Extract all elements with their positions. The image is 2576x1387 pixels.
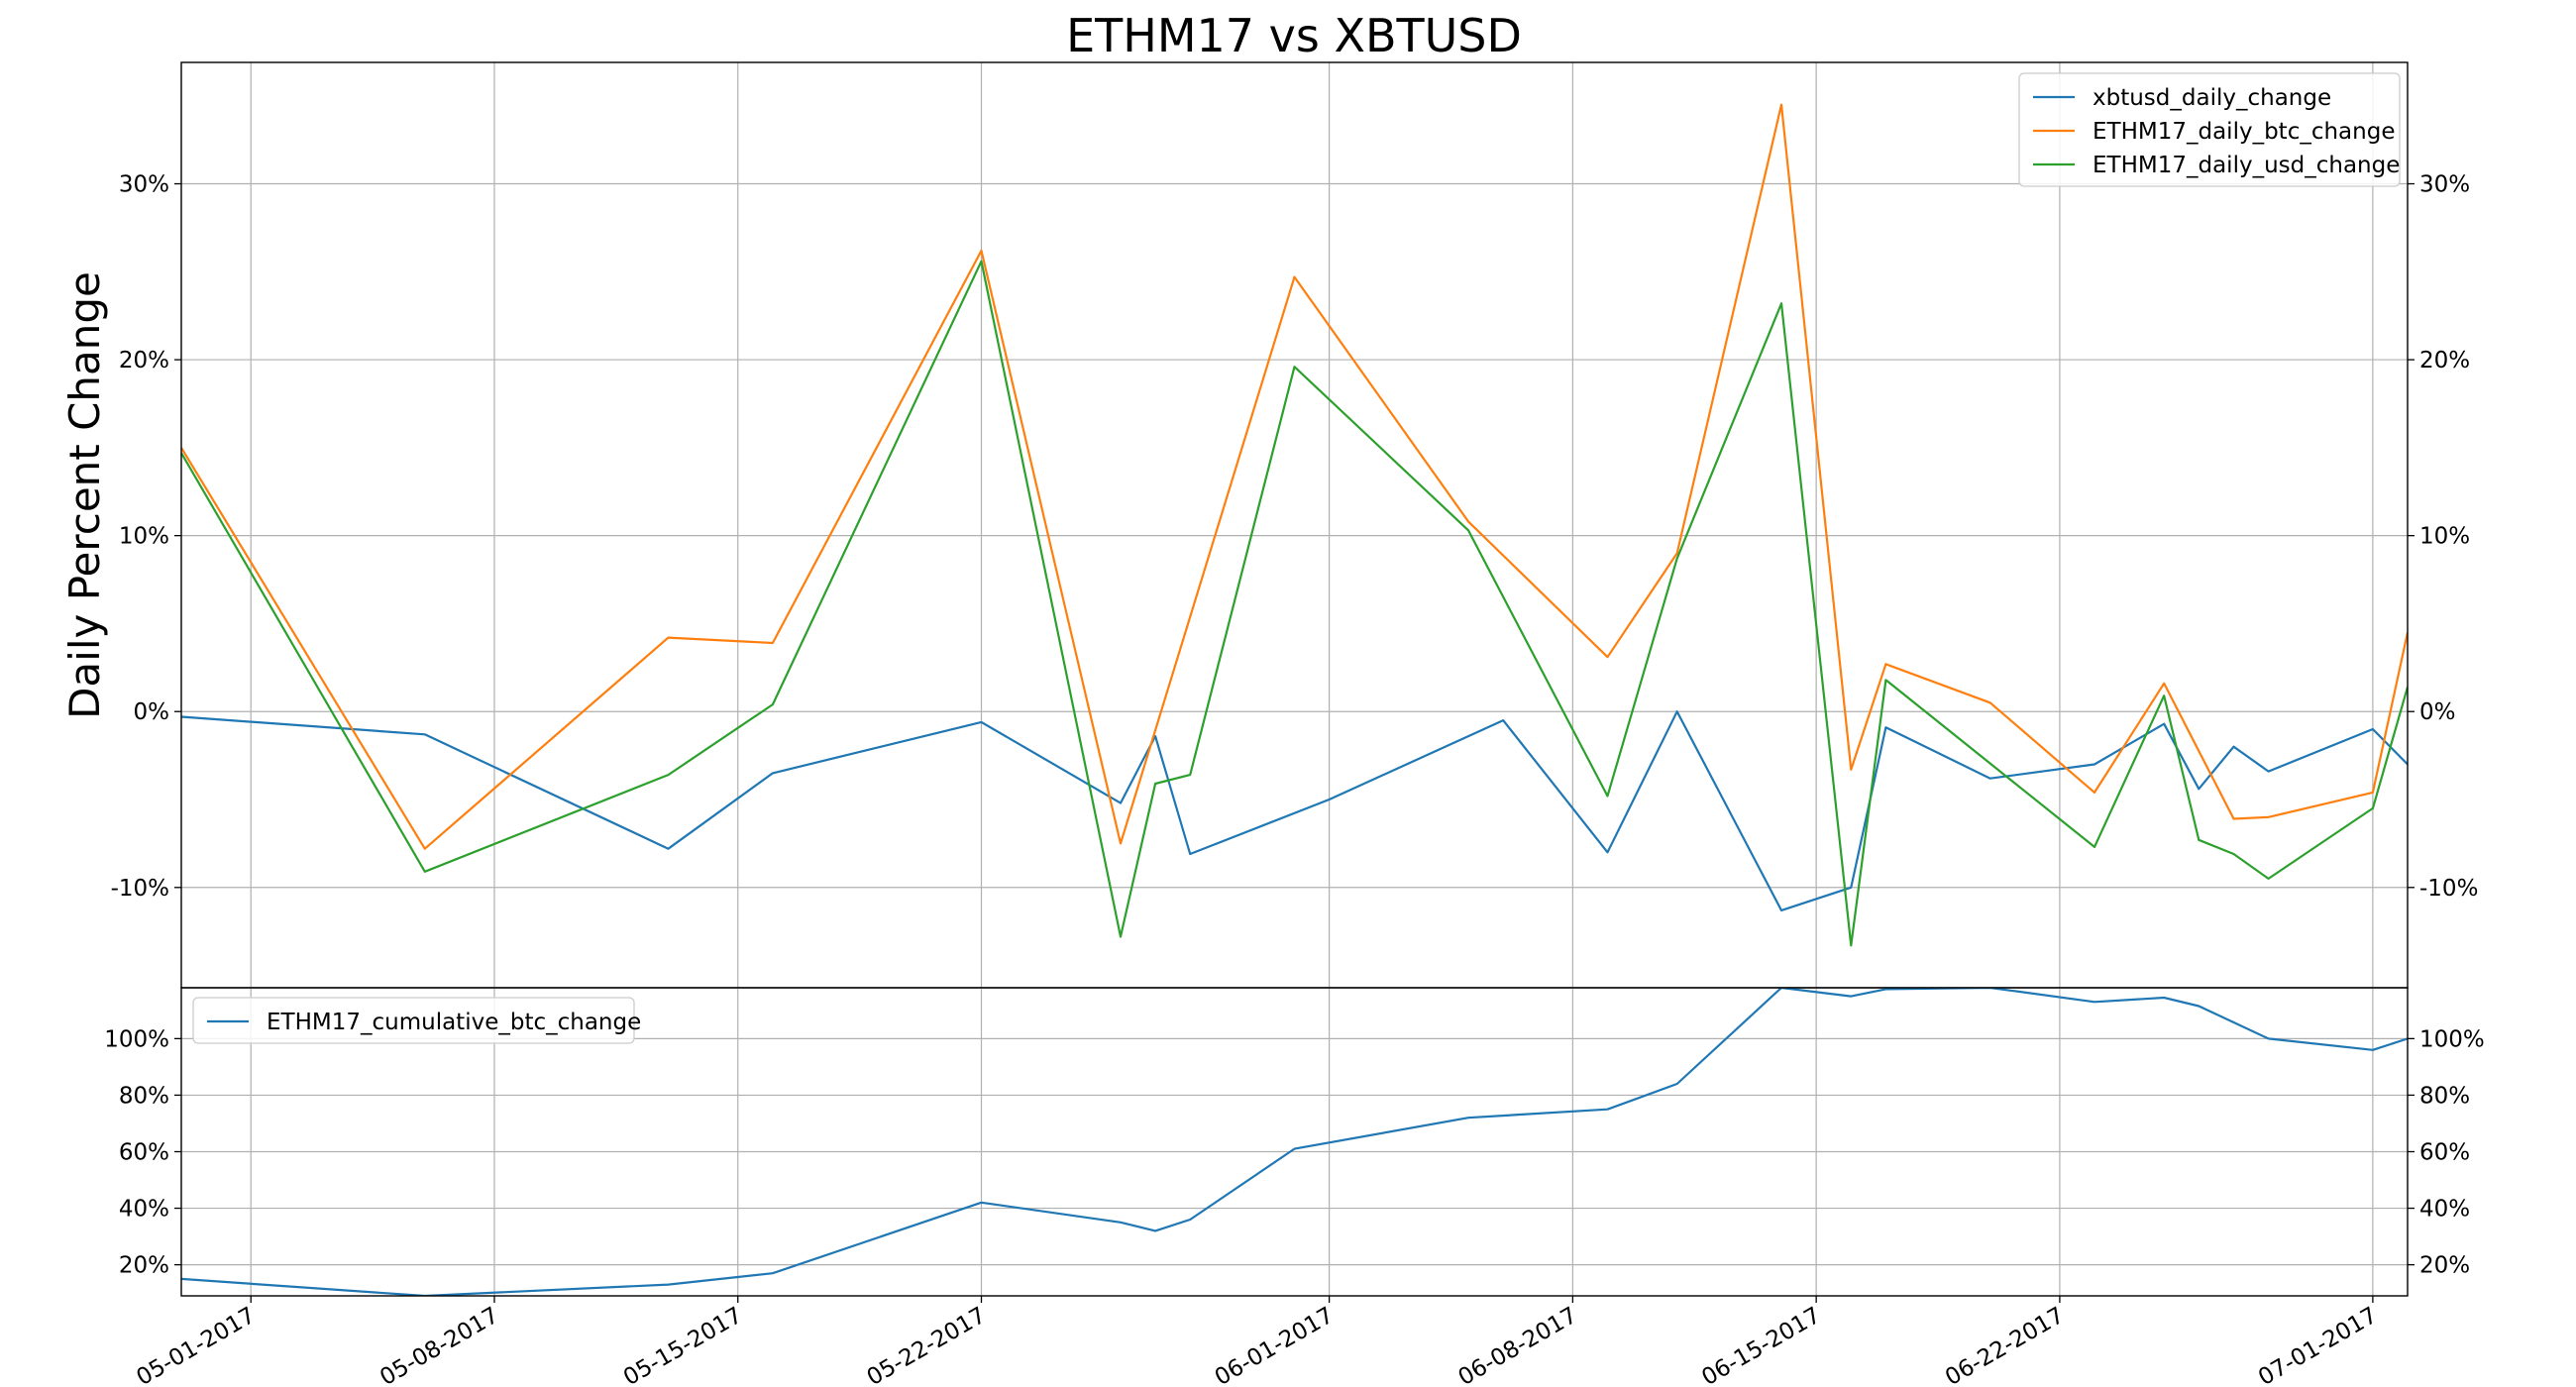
cumulative-change-panel: 20% 20% 40% 40% 60% 60% 80% 80% 100% 100% ETHM17_c…: [104, 987, 2485, 1297]
cumulative-y-tick-label-right: 100%: [2419, 1026, 2485, 1052]
cumulative-y-tick-label-left: 60%: [119, 1139, 169, 1165]
x-tick-label: 05-01-2017: [132, 1303, 260, 1387]
legend-daily-box: [2018, 72, 2401, 187]
x-tick-label: 06-01-2017: [1211, 1303, 1339, 1387]
x-tick-label: 05-08-2017: [376, 1303, 503, 1387]
legend-label-xbtusd_daily_change: xbtusd_daily_change: [2093, 85, 2331, 111]
legend-label-ETHM17_cumulative_btc_change: ETHM17_cumulative_btc_change: [267, 1010, 641, 1035]
series-line-xbtusd_daily_change: [181, 710, 2408, 912]
daily-y-tick-label-left: 10%: [119, 524, 169, 550]
series-line-ETHM17_cumulative_btc_change: [181, 988, 2408, 1296]
daily-y-tick-label-right: 10%: [2419, 524, 2470, 550]
legend-cumulative-box: [192, 997, 635, 1044]
daily-y-tick-label-left: 30%: [119, 172, 169, 198]
y-axis-label: Daily Percent Change: [60, 271, 109, 719]
cumulative-y-tick-label-left: 80%: [119, 1083, 169, 1109]
daily-y-tick-label-right: 20%: [2419, 348, 2470, 373]
chart-title: ETHM17 vs XBTUSD: [1066, 9, 1522, 62]
x-tick-label: 07-01-2017: [2254, 1303, 2382, 1387]
daily-plot-frame: [180, 61, 2409, 989]
daily-change-panel: -10% -10% 0% 0% 10% 10% 20% 20% 30% 30% xbtusd_dai…: [111, 61, 2478, 989]
daily-y-tick-label-left: 20%: [119, 348, 169, 373]
daily-y-tick-label-right: 0%: [2419, 699, 2456, 725]
cumulative-y-tick-label-right: 20%: [2419, 1253, 2470, 1279]
x-tick-label: 05-22-2017: [863, 1303, 991, 1387]
cumulative-plot-frame: [180, 987, 2409, 1297]
x-tick-label: 06-15-2017: [1697, 1303, 1825, 1387]
cumulative-y-tick-label-left: 20%: [119, 1253, 169, 1279]
cumulative-y-tick-label-right: 60%: [2419, 1139, 2470, 1165]
daily-y-tick-label-right: 30%: [2419, 172, 2470, 198]
cumulative-y-tick-label-left: 40%: [119, 1197, 169, 1223]
daily-y-tick-label-left: -10%: [111, 876, 169, 902]
cumulative-y-tick-label-right: 40%: [2419, 1197, 2470, 1223]
x-axis-ticks: 05-01-2017 05-08-2017 05-15-2017 05-22-2017…: [132, 1296, 2382, 1387]
cumulative-y-tick-label-left: 100%: [104, 1026, 169, 1052]
x-tick-label: 06-22-2017: [1941, 1303, 2069, 1387]
legend-label-ETHM17_daily_usd_change: ETHM17_daily_usd_change: [2093, 153, 2400, 178]
series-line-ETHM17_daily_btc_change: [181, 103, 2408, 850]
legend-daily: xbtusd_daily_change ETHM17_daily_btc_chan…: [2018, 72, 2401, 187]
series-line-ETHM17_daily_usd_change: [181, 260, 2408, 947]
daily-y-tick-label-left: 0%: [134, 699, 170, 725]
x-tick-label: 06-08-2017: [1454, 1303, 1582, 1387]
daily-y-tick-label-right: -10%: [2419, 876, 2478, 902]
cumulative-y-tick-label-right: 80%: [2419, 1083, 2470, 1109]
x-tick-label: 05-15-2017: [619, 1303, 747, 1387]
legend-label-ETHM17_daily_btc_change: ETHM17_daily_btc_change: [2093, 119, 2395, 145]
legend-cumulative: ETHM17_cumulative_btc_change: [192, 997, 641, 1044]
